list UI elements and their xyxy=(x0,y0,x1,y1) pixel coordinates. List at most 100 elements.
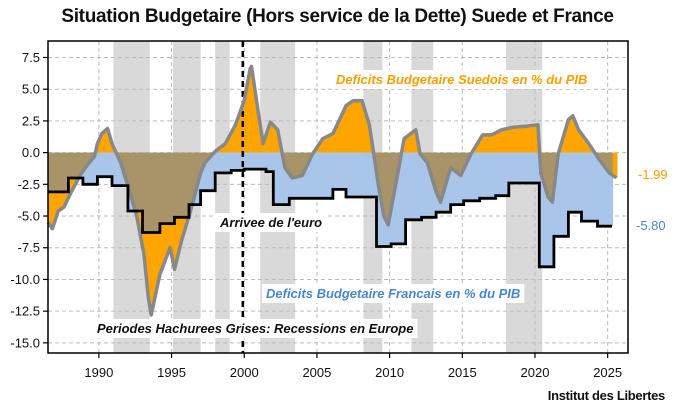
area-fill-segment xyxy=(542,152,544,179)
area-fill-segment xyxy=(479,152,481,201)
area-fill-segment xyxy=(255,152,257,170)
area-fill-segment xyxy=(516,126,518,153)
area-fill-segment xyxy=(462,152,464,172)
area-fill-segment xyxy=(492,152,494,199)
area-fill-segment xyxy=(496,152,498,196)
area-fill-segment xyxy=(135,152,137,211)
area-fill-segment xyxy=(191,152,193,205)
area-fill-segment xyxy=(258,152,260,170)
area-fill-segment xyxy=(580,152,582,213)
area-fill-segment xyxy=(232,129,234,153)
area-fill-segment xyxy=(546,152,548,194)
area-fill-segment xyxy=(300,175,302,199)
area-fill-segment xyxy=(571,116,573,153)
area-fill-segment xyxy=(571,152,573,213)
area-fill-segment xyxy=(176,217,178,260)
area-fill-segment xyxy=(610,152,612,175)
area-fill-segment xyxy=(218,152,220,173)
area-fill-segment xyxy=(481,136,483,153)
area-fill-segment xyxy=(336,125,338,153)
france-annotation: Deficits Budgetaire Francais en % du PIB xyxy=(266,286,520,301)
area-fill-segment xyxy=(563,135,565,153)
area-fill-segment xyxy=(498,152,500,196)
area-fill-segment xyxy=(581,152,583,222)
area-fill-segment xyxy=(606,152,609,171)
area-fill-segment xyxy=(166,223,168,257)
area-fill-segment xyxy=(346,104,348,153)
area-fill-segment xyxy=(535,124,537,153)
area-fill-segment xyxy=(319,142,321,153)
area-fill-segment xyxy=(297,176,299,199)
area-fill-segment xyxy=(443,191,445,213)
area-fill-segment xyxy=(181,217,183,239)
area-fill-segment xyxy=(565,152,567,237)
area-fill-segment xyxy=(56,152,58,192)
area-fill-segment xyxy=(465,152,468,164)
area-fill-segment xyxy=(231,132,233,153)
area-fill-segment xyxy=(574,120,576,153)
area-fill-segment xyxy=(352,152,354,197)
area-fill-segment xyxy=(518,126,521,153)
area-fill-segment xyxy=(95,152,98,185)
area-fill-segment xyxy=(162,152,164,224)
area-fill-segment xyxy=(104,130,106,153)
area-fill-segment xyxy=(585,140,587,153)
area-fill-segment xyxy=(53,152,55,192)
area-fill-segment xyxy=(95,152,97,185)
area-fill-segment xyxy=(391,203,393,244)
area-fill-segment xyxy=(478,152,480,201)
area-fill-segment xyxy=(439,152,441,202)
area-fill-segment xyxy=(427,163,429,218)
area-fill-segment xyxy=(292,177,295,199)
area-fill-segment xyxy=(365,113,367,153)
area-fill-segment xyxy=(245,152,247,170)
area-fill-segment xyxy=(98,152,100,177)
area-fill-segment xyxy=(72,177,74,189)
area-fill-segment xyxy=(305,168,307,199)
area-fill-segment xyxy=(288,152,290,174)
area-fill-segment xyxy=(196,187,198,205)
area-fill-segment xyxy=(263,142,265,153)
area-fill-segment xyxy=(369,152,372,197)
area-fill-segment xyxy=(283,162,285,205)
area-fill-segment xyxy=(563,152,565,237)
area-fill-segment xyxy=(301,152,303,176)
area-fill-segment xyxy=(290,152,292,176)
area-fill-segment xyxy=(240,152,242,171)
area-fill-segment xyxy=(303,171,305,199)
area-fill-segment xyxy=(325,152,327,199)
area-fill-segment xyxy=(573,152,575,213)
area-fill-segment xyxy=(493,152,495,199)
area-fill-segment xyxy=(175,152,178,218)
area-fill-segment xyxy=(521,126,524,153)
area-fill-segment xyxy=(109,152,111,177)
area-fill-segment xyxy=(225,152,227,173)
area-fill-segment xyxy=(181,152,183,218)
area-fill-segment xyxy=(348,103,350,153)
area-fill-segment xyxy=(229,152,231,173)
area-fill-segment xyxy=(172,152,174,224)
area-fill-segment xyxy=(572,152,574,213)
area-fill-segment xyxy=(332,132,335,153)
area-fill-segment xyxy=(599,160,601,227)
area-fill-segment xyxy=(165,223,167,259)
area-fill-segment xyxy=(339,118,341,153)
area-fill-segment xyxy=(319,152,321,199)
area-fill-segment xyxy=(585,152,587,222)
area-fill-segment xyxy=(220,152,223,173)
area-fill-segment xyxy=(534,152,536,184)
area-fill-segment xyxy=(369,127,371,153)
area-fill-segment xyxy=(351,152,353,197)
area-fill-segment xyxy=(49,152,51,192)
area-fill-segment xyxy=(316,146,319,153)
area-fill-segment xyxy=(202,152,204,167)
area-fill-segment xyxy=(203,152,205,166)
area-fill-segment xyxy=(502,152,504,196)
area-fill-segment xyxy=(529,152,532,184)
area-fill-segment xyxy=(107,152,109,177)
area-fill-segment xyxy=(81,152,83,173)
area-fill-segment xyxy=(300,152,302,176)
area-fill-segment xyxy=(367,152,369,197)
area-fill-segment xyxy=(268,125,271,153)
area-fill-segment xyxy=(149,152,151,233)
